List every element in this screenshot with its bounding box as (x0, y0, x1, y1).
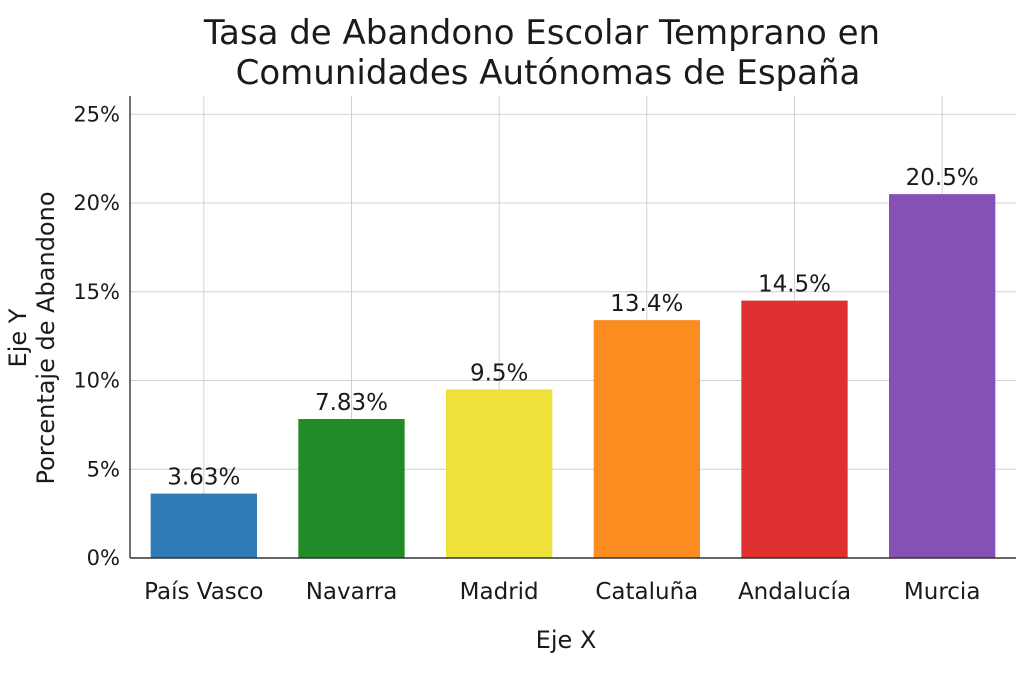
data-labels: 3.63% 7.83% 9.5% 13.4% 14.5% 20.5% (167, 165, 978, 490)
y-tick-label: 5% (87, 457, 120, 481)
bar-value-label: 13.4% (610, 291, 683, 317)
y-tick-label: 0% (87, 546, 120, 570)
y-tick-label: 10% (73, 369, 120, 393)
gridlines (130, 96, 1016, 558)
y-axis-label: Eje Y Porcentaje de Abandono (4, 191, 60, 484)
y-tick-label: 20% (73, 191, 120, 215)
y-axis-label-line-2: Porcentaje de Abandono (32, 191, 60, 484)
x-tick-label: Madrid (460, 579, 539, 605)
bar (298, 419, 405, 558)
x-axis-ticks: País Vasco Navarra Madrid Cataluña Andalucía… (144, 579, 980, 605)
bar (150, 493, 257, 558)
chart-title-line-2: Comunidades Autónomas de España (236, 53, 861, 93)
x-tick-label: País Vasco (144, 579, 263, 605)
x-tick-label: Navarra (306, 579, 398, 605)
bar-value-label: 20.5% (906, 165, 979, 191)
bar (741, 300, 848, 558)
x-tick-label: Cataluña (595, 579, 698, 605)
bars (150, 194, 996, 558)
x-axis-label: Eje X (536, 626, 597, 654)
chart-title: Tasa de Abandono Escolar Temprano en Com… (203, 13, 880, 93)
bar-value-label: 3.63% (167, 465, 240, 491)
bar-value-label: 7.83% (315, 390, 388, 416)
bar (446, 389, 553, 558)
chart-title-line-1: Tasa de Abandono Escolar Temprano en (203, 13, 880, 53)
bar-value-label: 14.5% (758, 272, 831, 298)
y-tick-label: 15% (73, 280, 120, 304)
y-axis-ticks: 0% 5% 10% 15% 20% 25% (73, 102, 120, 570)
y-tick-label: 25% (73, 102, 120, 126)
bar (593, 320, 700, 558)
x-tick-label: Murcia (904, 579, 981, 605)
x-tick-label: Andalucía (738, 579, 851, 605)
bar-value-label: 9.5% (470, 360, 528, 386)
bar (889, 194, 996, 558)
y-axis-label-line-1: Eje Y (4, 308, 32, 367)
